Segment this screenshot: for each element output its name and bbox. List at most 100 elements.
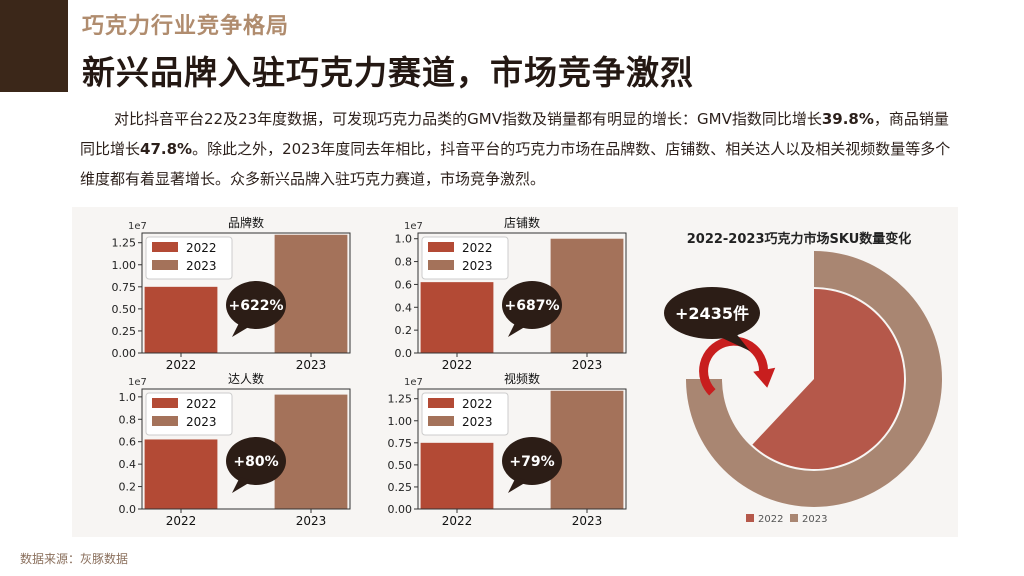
bar-2023 xyxy=(550,238,624,353)
bar-2022 xyxy=(420,282,494,353)
legend-swatch-2023 xyxy=(152,260,178,270)
arrow-head xyxy=(753,367,776,388)
growth-bubble: +80% xyxy=(226,437,286,493)
axis-exponent: 1e7 xyxy=(128,221,147,232)
y-tick-label: 0.4 xyxy=(119,458,137,471)
x-tick-label: 2023 xyxy=(296,514,327,528)
legend-label-2022: 2022 xyxy=(758,514,783,525)
chart-title: 达人数 xyxy=(228,371,264,386)
rotation-arrow-icon xyxy=(699,336,776,396)
chart-video-count: 视频数 1e7 0.00 0.25 0.50 0.75 1.00 1.25 2022 2023 20… xyxy=(370,369,634,533)
legend-label-2022: 2022 xyxy=(462,241,493,255)
y-tick-label: 0.25 xyxy=(112,325,137,338)
y-tick-label: 0.0 xyxy=(119,503,137,516)
y-tick-label: 0.25 xyxy=(388,481,413,494)
ring-segment-2022 xyxy=(752,289,904,469)
axis-exponent: 1e7 xyxy=(404,221,423,232)
growth-bubble: +2435件 xyxy=(664,287,760,351)
plot-frame xyxy=(417,388,627,510)
legend: 2022 2023 xyxy=(421,392,509,436)
growth-label: +79% xyxy=(509,454,554,470)
legend-label-2022: 2022 xyxy=(186,397,217,411)
axis-exponent: 1e7 xyxy=(404,377,423,388)
y-tick-label: 1.00 xyxy=(388,415,413,428)
body-text-3: 。除此之外，2023年度同去年相比，抖音平台的巧克力市场在品牌数、店铺数、相关达… xyxy=(80,140,951,188)
bar-chart-store-count: 店铺数 1e7 0.0 0.2 0.4 0.6 0.8 1.0 2022 2023 2022 2023… xyxy=(395,215,627,372)
legend-swatch-2022 xyxy=(152,398,178,408)
body-text-1: 对比抖音平台22及23年度数据，可发现巧克力品类的GMV指数及销量都有明显的增长… xyxy=(114,110,822,128)
chart-sku-change: 2022-2023巧克力市场SKU数量变化 +2435件 2022 2023 xyxy=(654,221,944,531)
y-tick-label: 0.4 xyxy=(395,301,413,314)
y-tick-label: 1.0 xyxy=(119,391,137,404)
legend-swatch-2023 xyxy=(790,514,798,522)
legend: 2022 2023 xyxy=(746,514,827,525)
y-tick-label: 0.6 xyxy=(395,278,413,291)
plot-frame xyxy=(141,232,351,354)
y-tick-label: 0.50 xyxy=(388,459,413,472)
growth-bubble: +79% xyxy=(502,437,562,493)
y-tick-label: 0.8 xyxy=(119,413,137,426)
header-accent-bar xyxy=(0,0,68,92)
growth-label: +80% xyxy=(233,454,278,470)
chart-influencer-count: 达人数 1e7 0.0 0.2 0.4 0.6 0.8 1.0 2022 2023 2022 2023… xyxy=(94,369,358,533)
legend-swatch-2022 xyxy=(428,242,454,252)
bar-2023 xyxy=(274,234,348,353)
y-tick-label: 0.6 xyxy=(119,436,137,449)
chart-title: 2022-2023巧克力市场SKU数量变化 xyxy=(687,231,912,247)
chart-brand-count: 品牌数 1e7 0.00 0.25 0.50 0.75 1.00 1.25 2022 2023 20… xyxy=(94,213,358,377)
bar-2022 xyxy=(144,439,218,509)
legend-swatch-2022 xyxy=(152,242,178,252)
legend: 2022 2023 xyxy=(145,236,233,280)
bubble-tail xyxy=(508,321,528,337)
plot-frame xyxy=(141,388,351,510)
x-tick-label: 2022 xyxy=(166,358,197,372)
growth-label: +687% xyxy=(505,298,560,314)
y-tick-label: 1.0 xyxy=(395,233,413,246)
body-text-2: ，商品销量同比增长 xyxy=(80,110,949,158)
bubble-tail xyxy=(720,331,750,351)
y-tick-label: 1.00 xyxy=(112,259,137,272)
legend-label-2023: 2023 xyxy=(462,259,493,273)
bar-2023 xyxy=(274,394,348,509)
x-tick-label: 2022 xyxy=(442,358,473,372)
donut-chart-sku-change: 2022-2023巧克力市场SKU数量变化 +2435件 2022 2023 xyxy=(664,231,942,525)
arrow-arc xyxy=(699,336,769,396)
growth-bubble: +687% xyxy=(502,281,562,337)
y-tick-label: 0.00 xyxy=(388,503,413,516)
y-tick-label: 0.00 xyxy=(112,347,137,360)
bubble-tail xyxy=(232,321,252,337)
legend-label-2022: 2022 xyxy=(462,397,493,411)
chart-store-count: 店铺数 1e7 0.0 0.2 0.4 0.6 0.8 1.0 2022 2023 2022 2023… xyxy=(370,213,634,377)
y-tick-label: 0.8 xyxy=(395,256,413,269)
charts-panel: 品牌数 1e7 0.00 0.25 0.50 0.75 1.00 1.25 2022 2023 20… xyxy=(72,207,958,537)
page-title: 新兴品牌入驻巧克力赛道，市场竞争激烈 xyxy=(82,53,694,92)
legend: 2022 2023 xyxy=(421,236,509,280)
bubble-tail xyxy=(508,477,528,493)
bubble-shape xyxy=(502,437,562,485)
legend-label-2023: 2023 xyxy=(186,415,217,429)
bar-2022 xyxy=(144,286,218,353)
body-paragraph: 对比抖音平台22及23年度数据，可发现巧克力品类的GMV指数及销量都有明显的增长… xyxy=(80,104,952,194)
chart-title: 店铺数 xyxy=(504,215,540,230)
plot-frame xyxy=(417,232,627,354)
bubble-shape xyxy=(664,287,760,339)
chart-title: 视频数 xyxy=(504,371,540,386)
legend-swatch-2023 xyxy=(428,416,454,426)
legend-swatch-2022 xyxy=(746,514,754,522)
legend-label-2023: 2023 xyxy=(186,259,217,273)
data-source: 数据来源：灰豚数据 xyxy=(20,552,129,566)
legend: 2022 2023 xyxy=(145,392,233,436)
legend-swatch-2023 xyxy=(428,260,454,270)
bubble-shape xyxy=(226,281,286,329)
growth-label: +2435件 xyxy=(675,304,749,323)
sales-growth-value: 47.8% xyxy=(140,140,193,158)
y-tick-label: 0.75 xyxy=(388,437,413,450)
legend-swatch-2023 xyxy=(152,416,178,426)
growth-bubble: +622% xyxy=(226,281,286,337)
x-tick-label: 2022 xyxy=(166,514,197,528)
bubble-tail xyxy=(232,477,252,493)
y-tick-label: 0.2 xyxy=(119,481,137,494)
growth-label: +622% xyxy=(229,298,284,314)
